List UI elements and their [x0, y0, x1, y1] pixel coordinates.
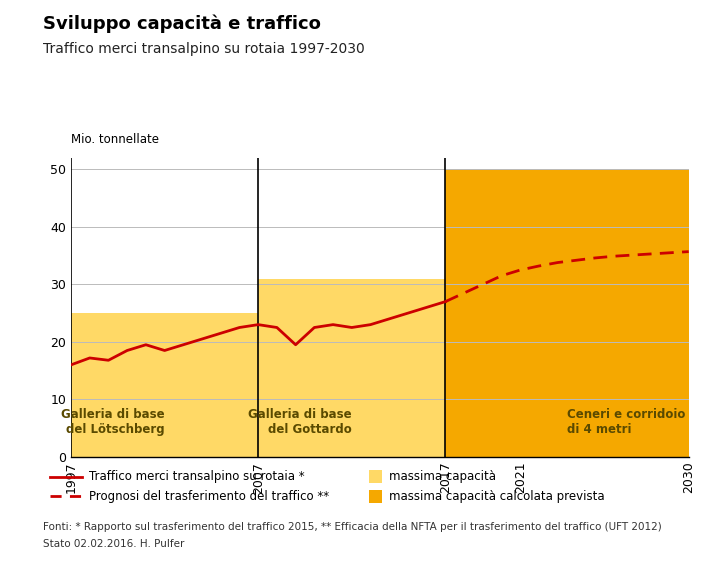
- Text: Fonti: * Rapporto sul trasferimento del traffico 2015, ** Efficacia della NFTA p: Fonti: * Rapporto sul trasferimento del …: [43, 522, 661, 532]
- Text: Galleria di base
del Lötschberg: Galleria di base del Lötschberg: [61, 408, 165, 437]
- Text: Stato 02.02.2016. H. Pulfer: Stato 02.02.2016. H. Pulfer: [43, 539, 184, 549]
- Text: Ceneri e corridoio
di 4 metri: Ceneri e corridoio di 4 metri: [567, 408, 685, 437]
- Text: Traffico merci transalpino su rotaia 1997-2030: Traffico merci transalpino su rotaia 199…: [43, 42, 364, 56]
- Text: Sviluppo capacità e traffico: Sviluppo capacità e traffico: [43, 14, 320, 33]
- Text: Mio. tonnellate: Mio. tonnellate: [71, 134, 159, 147]
- Text: massima capacità calcolata prevista: massima capacità calcolata prevista: [389, 490, 605, 503]
- Text: massima capacità: massima capacità: [389, 470, 496, 483]
- Text: Prognosi del trasferimento del traffico **: Prognosi del trasferimento del traffico …: [89, 490, 329, 503]
- Text: Traffico merci transalpino su rotaia *: Traffico merci transalpino su rotaia *: [89, 470, 305, 483]
- Text: Galleria di base
del Gottardo: Galleria di base del Gottardo: [248, 408, 351, 437]
